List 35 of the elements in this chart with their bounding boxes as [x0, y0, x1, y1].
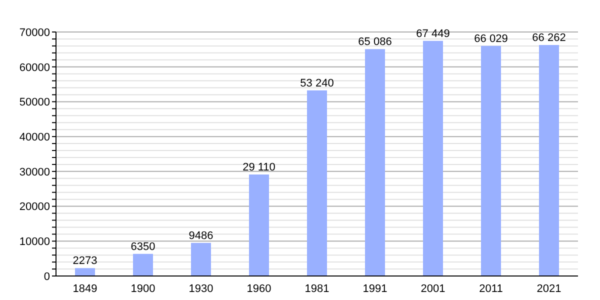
- data-label: 9486: [188, 230, 214, 242]
- bar: [249, 174, 269, 276]
- data-label: 29 110: [242, 162, 276, 174]
- x-tick-label: 1981: [304, 282, 330, 295]
- y-tick-label: 0: [44, 270, 50, 283]
- y-tick-label: 10000: [19, 236, 50, 248]
- x-tick-label: 1849: [72, 282, 98, 295]
- bar: [75, 268, 95, 276]
- x-tick-label: 1991: [362, 282, 388, 295]
- data-label: 67 449: [416, 28, 450, 40]
- data-label: 66 029: [474, 32, 508, 45]
- data-label: 65 086: [358, 36, 392, 48]
- data-label: 2273: [72, 255, 98, 268]
- bar: [307, 90, 327, 276]
- data-label: 53 240: [300, 77, 334, 90]
- bar: [481, 46, 501, 276]
- y-tick-label: 30000: [19, 166, 50, 178]
- data-label: 6350: [130, 240, 156, 253]
- y-tick-label: 70000: [19, 26, 50, 39]
- bar: [133, 254, 153, 276]
- x-tick-label: 2021: [536, 282, 562, 295]
- bar: [365, 49, 385, 276]
- bar: [423, 40, 443, 276]
- y-tick-label: 40000: [19, 131, 50, 144]
- bar: [191, 242, 211, 276]
- y-tick-label: 50000: [19, 96, 50, 109]
- x-tick-label: 1960: [246, 282, 272, 295]
- bar: [539, 45, 559, 276]
- y-tick-label: 20000: [19, 201, 50, 214]
- y-tick-label: 60000: [19, 62, 50, 74]
- x-tick-label: 2011: [479, 282, 503, 295]
- x-tick-label: 1930: [188, 282, 214, 295]
- data-label: 66 262: [532, 32, 566, 44]
- x-tick-label: 1900: [130, 282, 156, 295]
- x-tick-label: 2001: [420, 282, 446, 295]
